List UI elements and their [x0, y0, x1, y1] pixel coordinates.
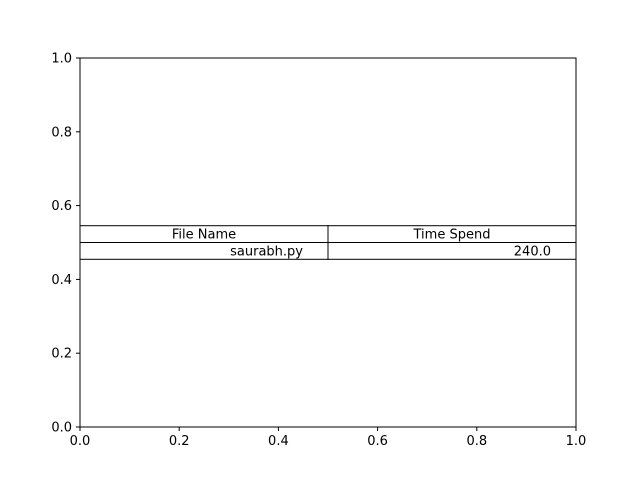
table-header-label: File Name: [172, 228, 236, 243]
x-tick-label: 0.2: [169, 434, 190, 449]
y-tick-label: 0.8: [51, 125, 72, 140]
x-tick-label: 0.8: [466, 434, 487, 449]
y-tick-group: 0.0 0.2 0.4 0.6 0.8 1.0: [51, 52, 80, 436]
x-tick-label: 1.0: [566, 434, 587, 449]
x-tick-label: 0.6: [367, 434, 388, 449]
data-table: File Name Time Spend saurabh.py 240.0: [79, 225, 577, 260]
x-tick-group: 0.0 0.2 0.4 0.6 0.8 1.0: [70, 427, 587, 449]
y-tick-label: 1.0: [51, 52, 72, 67]
axes: 0.0 0.2 0.4 0.6 0.8 1.0 0.0 0.2 0.4 0.6 0.8 1.0 Fi…: [51, 52, 586, 450]
x-tick-label: 0.4: [268, 434, 289, 449]
y-tick-label: 0.4: [51, 273, 72, 288]
y-tick-label: 0.2: [51, 347, 72, 362]
y-tick-label: 0.6: [51, 199, 72, 214]
axes-frame: [79, 57, 577, 428]
x-tick-label: 0.0: [70, 434, 91, 449]
table-header-label: Time Spend: [413, 228, 491, 243]
table-cell-value: 240.0: [514, 244, 551, 259]
table-cell-value: saurabh.py: [230, 244, 303, 259]
y-tick-label: 0.0: [51, 421, 72, 436]
